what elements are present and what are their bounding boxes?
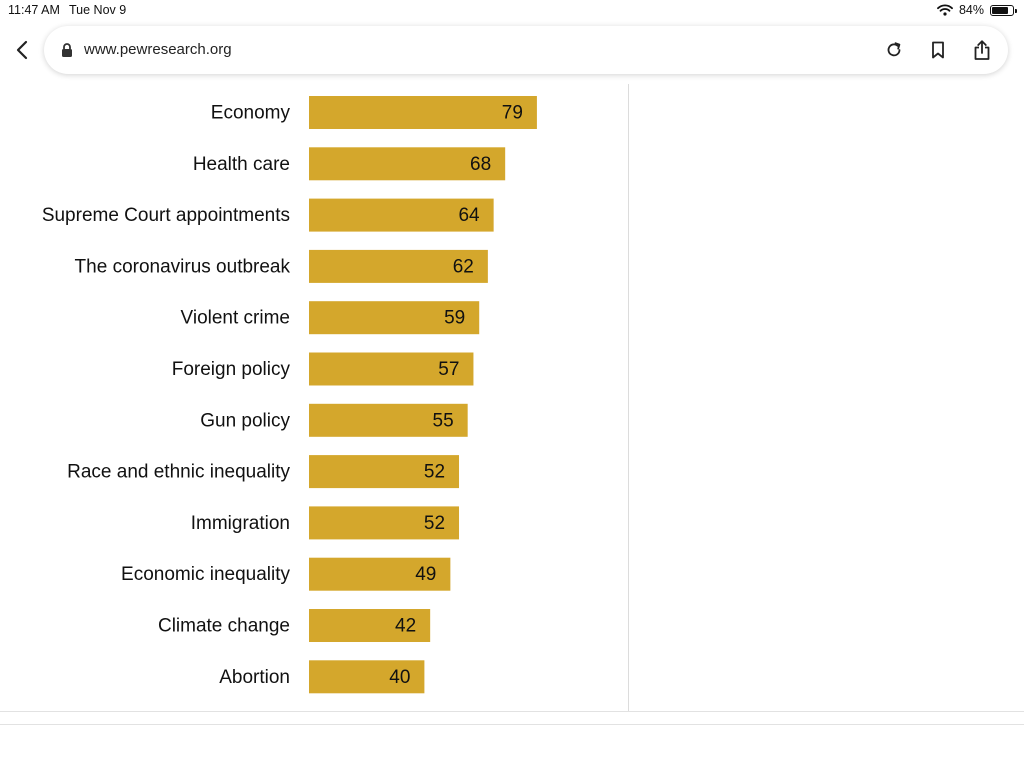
share-icon bbox=[974, 40, 990, 60]
url-text[interactable]: www.pewresearch.org bbox=[84, 41, 232, 58]
column-divider bbox=[628, 84, 629, 712]
category-label: Gun policy bbox=[200, 410, 290, 431]
value-label: 57 bbox=[438, 359, 459, 380]
value-label: 62 bbox=[453, 256, 474, 277]
bar bbox=[309, 352, 474, 386]
category-label: Abortion bbox=[219, 667, 290, 688]
status-time: 11:47 AM bbox=[8, 3, 60, 17]
battery-percent: 84% bbox=[958, 3, 984, 17]
bar bbox=[309, 403, 468, 437]
bookmark-button[interactable] bbox=[926, 38, 950, 62]
category-label: Race and ethnic inequality bbox=[67, 462, 290, 483]
value-label: 79 bbox=[502, 103, 523, 124]
lock-icon bbox=[62, 43, 72, 57]
battery-icon bbox=[990, 4, 1017, 16]
footer-divider bbox=[0, 711, 1024, 712]
category-label: Health care bbox=[193, 154, 290, 175]
category-label: Supreme Court appointments bbox=[42, 205, 290, 226]
back-button[interactable] bbox=[10, 38, 34, 62]
status-date: Tue Nov 9 bbox=[69, 3, 127, 17]
bookmark-icon bbox=[932, 41, 944, 59]
bar bbox=[309, 660, 425, 694]
category-label: Economy bbox=[211, 103, 291, 124]
reload-button[interactable] bbox=[882, 38, 906, 62]
value-label: 52 bbox=[424, 462, 445, 483]
value-label: 40 bbox=[389, 667, 410, 688]
footer-divider-2 bbox=[0, 724, 1024, 725]
bar bbox=[309, 301, 480, 335]
bar bbox=[309, 249, 488, 283]
bar-chart: Economy 79 Health care 68 Supreme Court appo… bbox=[42, 96, 537, 694]
wifi-icon bbox=[937, 4, 953, 16]
category-label: Foreign policy bbox=[172, 359, 291, 380]
bar bbox=[309, 147, 506, 181]
value-label: 59 bbox=[444, 308, 465, 329]
value-label: 42 bbox=[395, 616, 416, 637]
share-button[interactable] bbox=[970, 38, 994, 62]
category-label: Immigration bbox=[191, 513, 290, 534]
bar bbox=[309, 198, 494, 232]
status-bar: 11:47 AM Tue Nov 9 84% bbox=[0, 0, 1024, 22]
value-label: 52 bbox=[424, 513, 445, 534]
address-bar[interactable]: www.pewresearch.org bbox=[44, 26, 1008, 74]
bar bbox=[309, 506, 460, 540]
value-label: 68 bbox=[470, 154, 491, 175]
value-label: 64 bbox=[458, 205, 480, 226]
category-label: Economic inequality bbox=[121, 564, 290, 585]
category-label: Violent crime bbox=[181, 308, 290, 329]
status-right: 84% bbox=[937, 3, 1017, 17]
value-label: 55 bbox=[433, 410, 454, 431]
value-label: 49 bbox=[415, 564, 436, 585]
battery-fill bbox=[992, 6, 1009, 14]
bar bbox=[309, 609, 431, 642]
category-label: Climate change bbox=[158, 616, 290, 637]
bar bbox=[309, 96, 537, 129]
back-icon bbox=[16, 40, 28, 60]
category-label: The coronavirus outbreak bbox=[75, 256, 291, 277]
bar bbox=[309, 455, 460, 489]
reload-icon bbox=[887, 42, 901, 57]
bar bbox=[309, 557, 451, 591]
